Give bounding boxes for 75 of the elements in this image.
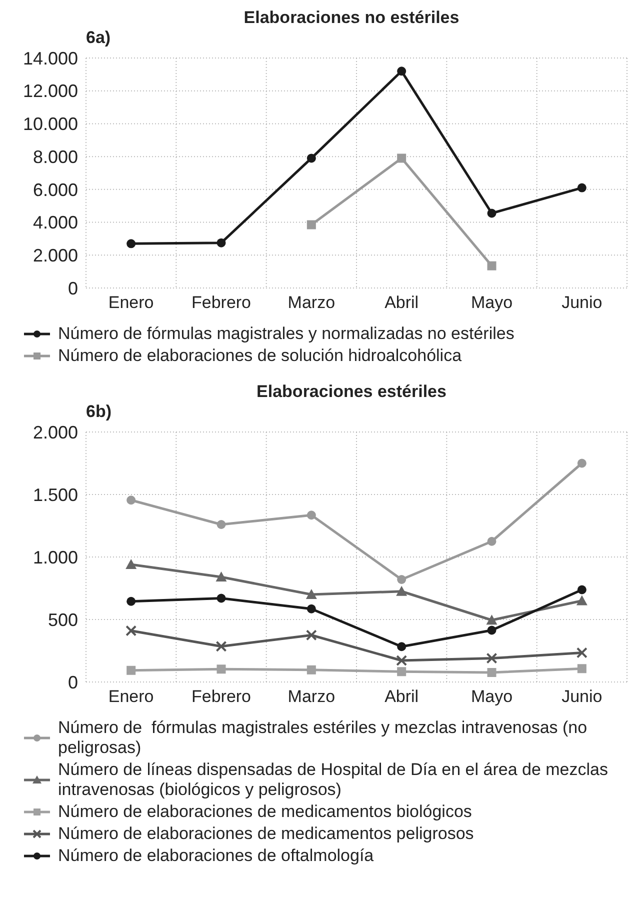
x-tick-label: Marzo	[288, 687, 336, 706]
point	[306, 510, 316, 520]
point	[126, 559, 137, 569]
x-tick-label: Mayo	[470, 293, 513, 312]
point	[487, 626, 496, 635]
point	[126, 239, 136, 248]
point	[487, 536, 496, 546]
point	[487, 668, 496, 677]
x-tick-label: Abril	[384, 293, 419, 312]
point	[397, 667, 406, 676]
x-tick-label: Junio	[562, 687, 602, 706]
point	[577, 585, 586, 594]
y-tick-label: 500	[48, 610, 78, 630]
legend-label: Número de fórmulas magistrales estériles y mezclas intravenosas (no peligrosas)	[58, 718, 588, 758]
y-tick-label: 0	[68, 672, 78, 692]
point	[397, 642, 406, 652]
point	[306, 665, 316, 674]
point	[397, 154, 406, 163]
point	[126, 625, 137, 636]
y-tick-label: 14.000	[22, 48, 78, 68]
text: 6b)	[86, 402, 112, 421]
legend-label: Número de elaboraciones de medicamentos biológicos	[58, 802, 472, 822]
point	[397, 66, 406, 76]
point	[396, 586, 408, 596]
point	[306, 589, 317, 599]
y-tick-label: 4.000	[32, 212, 78, 233]
chart-title: Elaboraciones estériles	[256, 382, 448, 402]
point	[216, 594, 226, 603]
point	[576, 595, 588, 606]
text: 6a)	[86, 28, 111, 47]
x-tick-label: Mayo	[470, 687, 513, 706]
x-tick-label: Enero	[108, 293, 154, 312]
x-tick-label: Marzo	[288, 293, 336, 312]
point	[576, 647, 588, 658]
x-tick-label: Enero	[108, 687, 154, 706]
point	[126, 666, 136, 675]
point	[306, 220, 316, 230]
point	[216, 640, 227, 652]
y-tick-label: 6.000	[32, 180, 78, 200]
point	[216, 572, 227, 582]
legend-label: Número de fórmulas magistrales y normalizadas no estériles	[58, 324, 514, 344]
point	[306, 154, 316, 163]
point	[577, 183, 586, 192]
point	[486, 652, 498, 664]
x-tick-label: Abril	[384, 687, 419, 706]
legend-label: Número de elaboraciones de medicamentos peligrosos	[58, 824, 474, 844]
chart-title: Elaboraciones no estériles	[242, 8, 460, 28]
legend-label: Número de elaboraciones de solución hidroalcohólica	[58, 346, 462, 366]
point	[216, 664, 226, 674]
x-tick-label: Junio	[562, 293, 602, 312]
y-tick-label: 1.000	[32, 547, 78, 568]
point	[486, 614, 498, 625]
point	[216, 520, 226, 529]
point	[306, 604, 316, 614]
y-tick-label: 2.000	[32, 422, 78, 442]
point	[126, 596, 136, 606]
point	[216, 238, 226, 248]
x-tick-label: Febrero	[191, 293, 252, 312]
point	[397, 575, 406, 584]
legend-label: Número de elaboraciones de oftalmología	[58, 846, 374, 866]
x-tick-label: Febrero	[191, 687, 252, 706]
y-tick-label: 10.000	[22, 114, 78, 134]
point	[306, 630, 317, 641]
legend-label: Número de líneas dispensadas de Hospital de Día en el área de mezclas intravenosas (biológicos y peligrosos)	[58, 760, 609, 800]
point	[577, 458, 586, 468]
point	[126, 496, 136, 505]
point	[487, 261, 496, 270]
y-tick-label: 2.000	[32, 246, 78, 266]
y-tick-label: 8.000	[32, 146, 78, 167]
y-tick-label: 0	[68, 278, 78, 298]
y-tick-label: 12.000	[22, 81, 78, 102]
point	[396, 655, 408, 666]
y-tick-label: 1.500	[32, 484, 78, 505]
point	[487, 208, 496, 218]
point	[577, 664, 586, 674]
